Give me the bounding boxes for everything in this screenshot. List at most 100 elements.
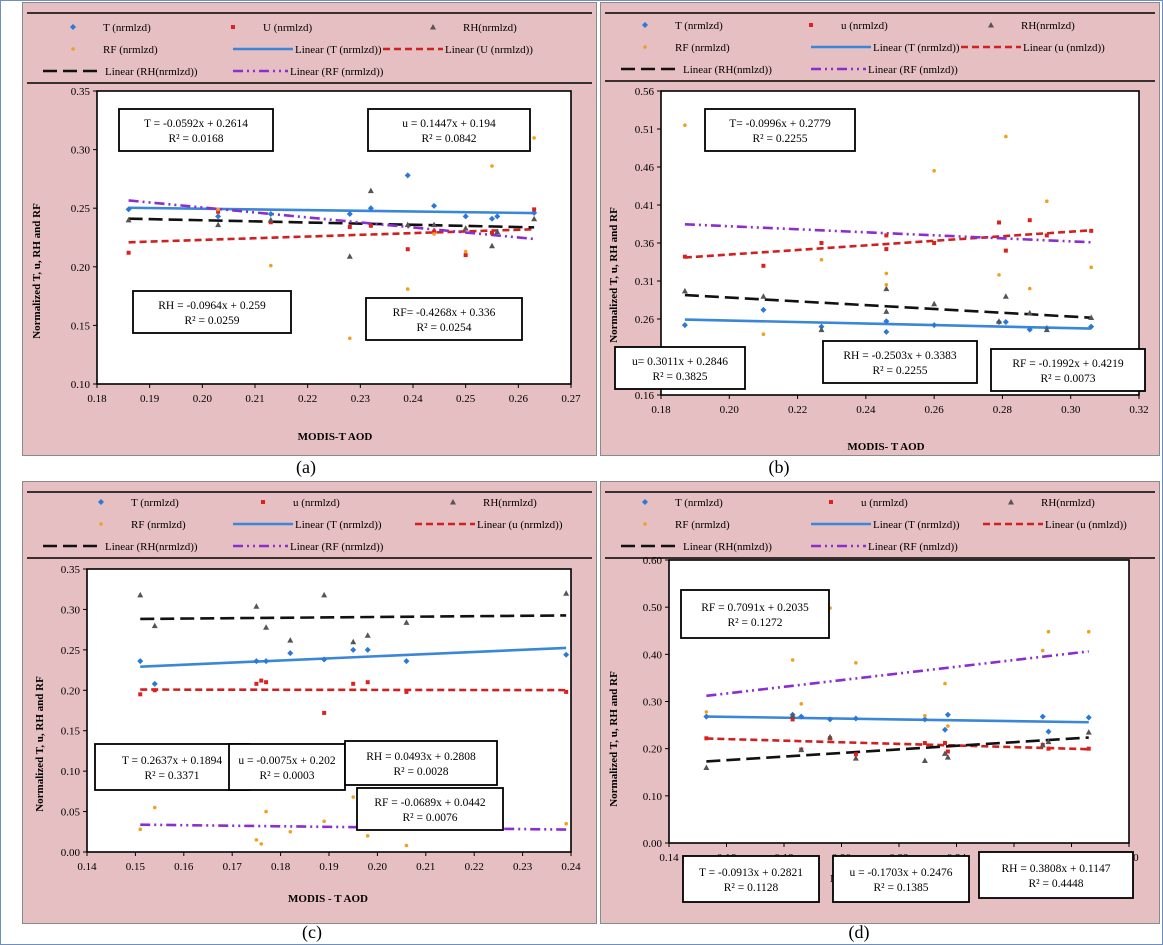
legend-entry: T (nrmlzd) — [98, 497, 179, 509]
data-point — [432, 232, 436, 236]
data-point — [944, 754, 951, 760]
data-point — [264, 680, 269, 685]
x-tick-label: 0.19 — [319, 861, 339, 873]
data-point — [259, 842, 264, 846]
trendline — [128, 199, 535, 241]
equation-text: RF = -0.1992x + 0.4219 — [1012, 358, 1124, 370]
legend-marker — [1008, 499, 1014, 505]
r-squared-text: R² = 0.3825 — [653, 371, 708, 383]
legend-marker — [450, 499, 456, 505]
data-point — [365, 834, 370, 838]
y-tick-label: 0.50 — [643, 602, 663, 614]
data-point — [263, 658, 270, 665]
x-tick-label: 0.24 — [856, 404, 876, 416]
trendline — [684, 228, 1092, 259]
y-axis-title: Normalized T, u, RH and RF — [608, 207, 620, 343]
data-point — [1039, 741, 1046, 748]
r-squared-text: R² = 0.0073 — [1041, 373, 1096, 385]
data-point — [351, 795, 356, 799]
legend-label: RH(nrmlzd) — [483, 497, 537, 509]
x-tick-label: 0.30 — [1061, 404, 1081, 416]
data-point — [682, 254, 687, 259]
legend-entry: T (nrmlzd) — [642, 20, 723, 32]
legend-entry: Linear (RF (nrmlzd)) — [233, 66, 384, 78]
legend-label: Linear (T (nrmlzd)) — [873, 42, 960, 54]
x-tick-label: 0.24 — [403, 393, 423, 405]
y-tick-label: 0.15 — [61, 726, 81, 738]
y-tick-label: 0.35 — [61, 564, 81, 576]
data-point — [404, 172, 411, 179]
x-tick-label: 0.21 — [416, 861, 435, 873]
r-squared-text: R² = 0.0003 — [260, 770, 315, 782]
data-point — [1002, 319, 1009, 326]
data-point — [259, 678, 264, 683]
chart-b: T (nrmlzd) u (nrmlzd) RH(nrmlzd) RF (nrmlzd… — [605, 12, 1155, 453]
data-point — [852, 755, 859, 761]
data-point — [367, 205, 374, 212]
legend-marker — [643, 45, 647, 49]
x-tick-label: 0.14 — [659, 852, 679, 864]
trendline — [140, 614, 567, 621]
equation-box: u = 0.1447x + 0.194 R² = 0.0842 — [367, 108, 531, 152]
data-point — [1045, 728, 1052, 735]
data-point — [883, 318, 890, 325]
data-point — [287, 637, 294, 643]
y-tick-label: 0.25 — [71, 203, 91, 215]
r-squared-text: R² = 0.0259 — [185, 315, 240, 327]
series — [125, 172, 538, 222]
trendline — [128, 217, 535, 229]
data-point — [1026, 326, 1033, 333]
data-point — [703, 764, 710, 771]
legend-entry: RF (nrmlzd) — [643, 42, 730, 54]
legend-marker — [71, 47, 75, 51]
equation-box: RH = -0.0964x + 0.259 R² = 0.0259 — [132, 290, 292, 334]
trendline — [128, 227, 535, 244]
legend-entry: Linear (RF (nrmlzd)) — [233, 541, 384, 553]
x-tick-label: 0.17 — [223, 861, 243, 873]
legend-entry: RH(nrmlzd) — [1008, 497, 1095, 509]
series — [138, 678, 569, 715]
x-tick-label: 0.15 — [126, 861, 146, 873]
data-point — [1088, 314, 1095, 320]
data-point — [681, 287, 688, 294]
legend-marker — [99, 522, 103, 526]
data-point — [818, 323, 825, 330]
equation-text: RH = -0.2503x + 0.3383 — [843, 350, 957, 362]
x-tick-label: 0.27 — [561, 393, 581, 405]
legend-label: RF (nrmlzd) — [675, 42, 730, 54]
data-point — [563, 651, 570, 658]
legend-marker — [642, 22, 648, 28]
y-tick-label: 0.00 — [643, 838, 663, 850]
y-tick-label: 0.20 — [71, 262, 91, 274]
legend-entry: RF (nrmlzd) — [643, 519, 730, 531]
equation-box: T = -0.0592x + 0.2614 R² = 0.0168 — [118, 108, 274, 152]
r-squared-text: R² = 0.3371 — [145, 770, 200, 782]
legend-label: T (nrmlzd) — [103, 22, 151, 34]
equation-text: T = 0.2637x + 0.1894 — [122, 755, 223, 767]
x-tick-label: 0.25 — [456, 393, 476, 405]
y-tick-label: 0.30 — [643, 697, 663, 709]
data-point — [494, 213, 501, 220]
data-point — [215, 213, 222, 220]
equation-text: T= -0.0996x + 0.2779 — [729, 118, 831, 130]
legend-label: RF (nrmlzd) — [675, 519, 730, 531]
data-point — [789, 712, 796, 719]
legend-marker — [642, 499, 648, 505]
data-point — [431, 202, 438, 209]
data-point — [365, 680, 370, 685]
legend-entry: Linear (T (nrmlzd)) — [233, 519, 382, 531]
equation-text: u= 0.3011x + 0.2846 — [632, 356, 728, 368]
data-point — [921, 757, 928, 763]
x-tick-label: 0.21 — [245, 393, 264, 405]
equation-box: RF = 0.7091x + 0.2035 R² = 0.1272 — [680, 589, 830, 639]
data-point — [884, 247, 889, 252]
legend-entry: T (nrmlzd) — [70, 22, 151, 34]
data-point — [704, 736, 709, 741]
trendline — [706, 737, 1089, 751]
legend-label: RF (nrmlzd) — [103, 44, 158, 56]
legend-marker — [98, 499, 104, 505]
legend-label: Linear (T (nrmlzd)) — [295, 519, 382, 531]
y-tick-label: 0.26 — [635, 314, 655, 326]
y-tick-label: 0.30 — [71, 145, 91, 157]
data-point — [152, 688, 157, 693]
